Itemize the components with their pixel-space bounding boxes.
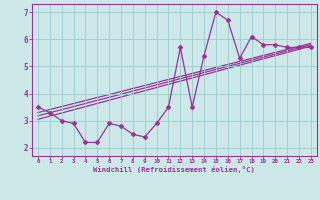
X-axis label: Windchill (Refroidissement éolien,°C): Windchill (Refroidissement éolien,°C)	[93, 166, 255, 173]
